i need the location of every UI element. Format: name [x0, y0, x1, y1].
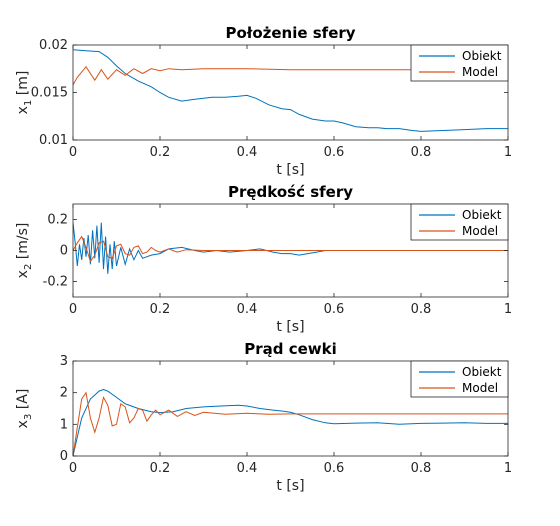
x-tick-label: 0.2	[150, 461, 171, 476]
x-axis-label: t [s]	[276, 162, 304, 178]
y-tick-label: 0.015	[31, 86, 68, 101]
y-tick-label: 0.2	[47, 213, 68, 228]
legend: Obiekt Model	[411, 204, 508, 240]
legend-label: Obiekt	[462, 208, 502, 222]
legend-label: Model	[462, 65, 498, 79]
x-tick-label: 0.6	[324, 145, 345, 160]
x-axis-label: t [s]	[276, 478, 304, 494]
subplot-3: 0 0.2 0.4 0.6 0.8 1 0 1 2 3 Prąd cewki t [s] x3 [A] O…	[15, 340, 512, 494]
x-tick-label: 0.6	[324, 302, 345, 317]
x-tick-label: 0.6	[324, 461, 345, 476]
x-tick-label: 0.2	[150, 145, 171, 160]
y-tick-label: 0.01	[39, 133, 68, 148]
series-line-obiekt	[73, 390, 508, 457]
legend-label: Obiekt	[462, 49, 502, 63]
x-tick-label: 1	[504, 302, 512, 317]
x-tick-label: 0.8	[411, 302, 432, 317]
y-axis-label: x3 [A]	[15, 389, 34, 429]
x-tick-label: 0.8	[411, 461, 432, 476]
y-axis-label: x2 [m/s]	[15, 223, 34, 279]
legend-label: Model	[462, 224, 498, 238]
legend-label: Model	[462, 381, 498, 395]
x-tick-label: 0	[69, 461, 77, 476]
y-tick-label: 0	[60, 244, 68, 259]
x-tick-label: 0.4	[237, 461, 258, 476]
chart-title: Prąd cewki	[244, 340, 337, 358]
x-tick-label: 0	[69, 302, 77, 317]
x-tick-label: 0.4	[237, 302, 258, 317]
y-tick-label: -0.2	[43, 275, 68, 290]
subplot-1: 0 0.2 0.4 0.6 0.8 1 0.01 0.015 0.02 Położenie sfe…	[15, 24, 512, 178]
legend: Obiekt Model	[411, 361, 508, 397]
series-line-model	[73, 393, 508, 456]
y-tick-label: 1	[60, 417, 68, 432]
x-axis-label: t [s]	[276, 319, 304, 335]
legend: Obiekt Model	[411, 45, 508, 81]
x-tick-label: 0.4	[237, 145, 258, 160]
y-tick-label: 0.02	[39, 38, 68, 53]
x-tick-label: 0.8	[411, 145, 432, 160]
x-tick-label: 1	[504, 461, 512, 476]
y-tick-label: 3	[60, 354, 68, 369]
x-tick-label: 0	[69, 145, 77, 160]
chart-title: Prędkość sfery	[228, 183, 353, 201]
x-tick-label: 1	[504, 145, 512, 160]
y-tick-label: 0	[60, 449, 68, 464]
y-tick-label: 2	[60, 386, 68, 401]
chart-title: Położenie sfery	[225, 24, 355, 42]
legend-label: Obiekt	[462, 365, 502, 379]
x-tick-label: 0.2	[150, 302, 171, 317]
